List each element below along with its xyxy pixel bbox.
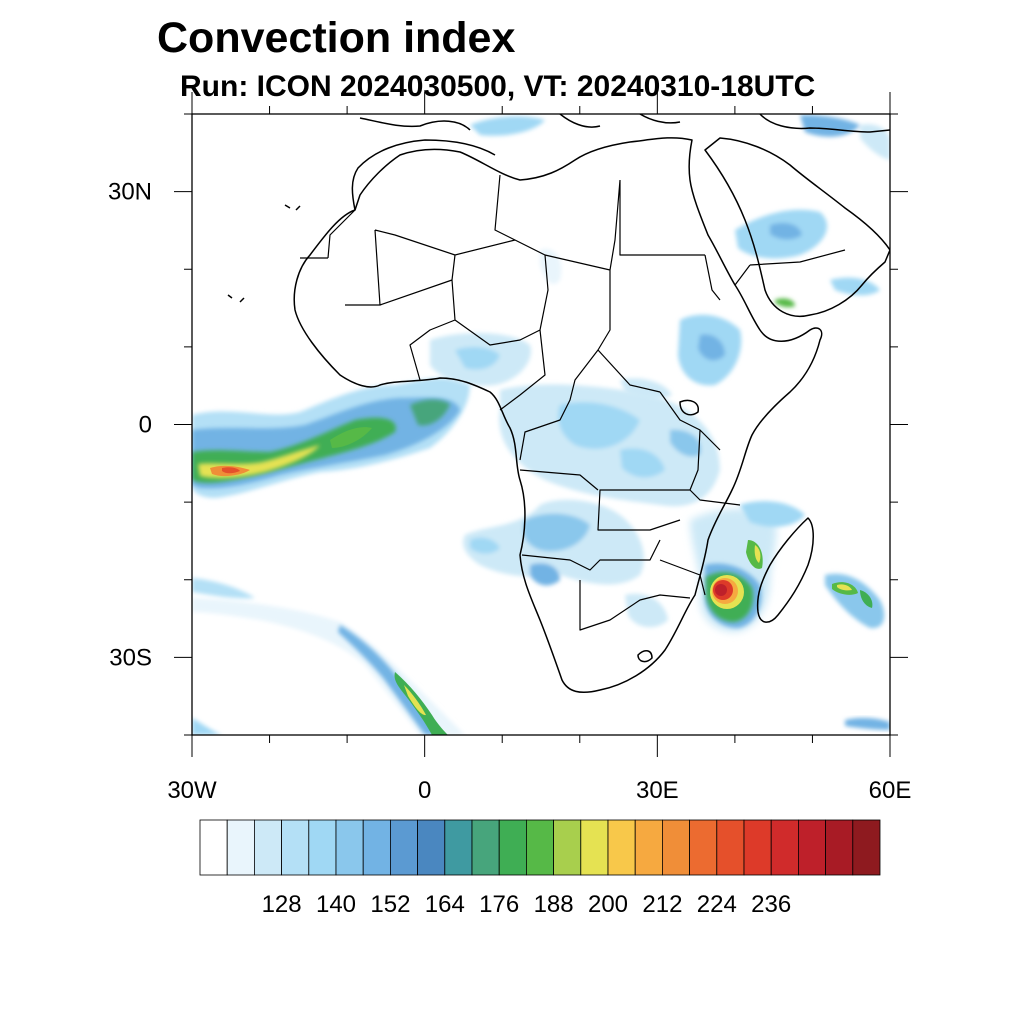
lesotho — [637, 650, 653, 663]
colorbar-swatch — [308, 819, 337, 876]
longitude-axis: 30W 0 30E 60E — [167, 92, 911, 804]
southern-ocean-band — [845, 717, 890, 730]
colorbar-swatch — [852, 819, 881, 876]
lon-label: 0 — [418, 777, 431, 804]
africa-coastline — [293, 137, 823, 693]
colorbar-swatch — [689, 819, 718, 876]
canary-islands — [227, 204, 301, 303]
colorbar-label: 212 — [642, 891, 682, 918]
colorbar-swatch — [199, 819, 228, 876]
colorbar-swatch — [607, 819, 636, 876]
colorbar-swatch — [770, 819, 799, 876]
colorbar-swatch — [498, 819, 527, 876]
colorbar-swatch — [281, 819, 310, 876]
colorbar-label: 152 — [370, 891, 410, 918]
lake-victoria — [679, 399, 699, 416]
colorbar-label: 140 — [316, 891, 356, 918]
colorbar-swatch — [825, 819, 854, 876]
arabia-coastline — [704, 137, 890, 317]
madagascar-coastline — [756, 517, 814, 623]
colorbar — [199, 819, 881, 876]
colorbar-label: 188 — [534, 891, 574, 918]
southern-africa-convection — [463, 499, 668, 628]
northern-convection — [470, 114, 890, 160]
arabian-peninsula — [735, 209, 880, 308]
lon-label: 60E — [869, 777, 912, 804]
colorbar-swatch — [335, 819, 364, 876]
mozambique-cyclone — [690, 508, 777, 632]
map-area — [192, 114, 890, 735]
lat-label: 30S — [109, 644, 152, 671]
atlantic-itcz-band — [192, 377, 470, 498]
colorbar-label: 176 — [479, 891, 519, 918]
colorbar-swatch — [253, 819, 282, 876]
coastlines-borders — [227, 114, 890, 693]
colorbar-swatch — [634, 819, 663, 876]
colorbar-swatch — [362, 819, 391, 876]
west-africa-convection — [430, 249, 562, 386]
lat-label: 30N — [108, 179, 152, 206]
lat-label: 0 — [139, 412, 152, 439]
colorbar-swatch — [389, 819, 418, 876]
colorbar-swatch — [716, 819, 745, 876]
colorbar-swatch — [471, 819, 500, 876]
country-borders — [300, 174, 846, 631]
latitude-axis: 30N 0 30S — [108, 113, 908, 736]
colorbar-swatch — [662, 819, 691, 876]
colorbar-label: 224 — [697, 891, 737, 918]
colorbar-swatch — [580, 819, 609, 876]
madagascar-east — [740, 501, 885, 629]
north-africa-coastline — [351, 139, 496, 211]
colorbar-swatch — [526, 819, 555, 876]
lon-label: 30E — [636, 777, 679, 804]
colorbar-label: 164 — [425, 891, 465, 918]
lon-label: 30W — [167, 777, 217, 804]
colorbar-label: 236 — [751, 891, 791, 918]
colorbar-swatch — [226, 819, 255, 876]
colorbar-swatch — [444, 819, 473, 876]
colorbar-swatch — [743, 819, 772, 876]
colorbar-swatch — [798, 819, 827, 876]
colorbar-swatch — [417, 819, 446, 876]
convection-field — [192, 114, 890, 735]
europe-coastline — [359, 114, 890, 133]
chart-subtitle: Run: ICON 2024030500, VT: 20240310-18UTC — [180, 70, 816, 103]
colorbar-swatch — [553, 819, 582, 876]
colorbar-label: 128 — [262, 891, 302, 918]
congo-basin — [499, 384, 720, 507]
colorbar-label: 200 — [588, 891, 628, 918]
south-atlantic-front — [192, 578, 465, 735]
chart-title: Convection index — [157, 14, 516, 62]
colorbar-labels: 128 140 152 164 176 188 200 212 224 236 — [262, 891, 792, 918]
